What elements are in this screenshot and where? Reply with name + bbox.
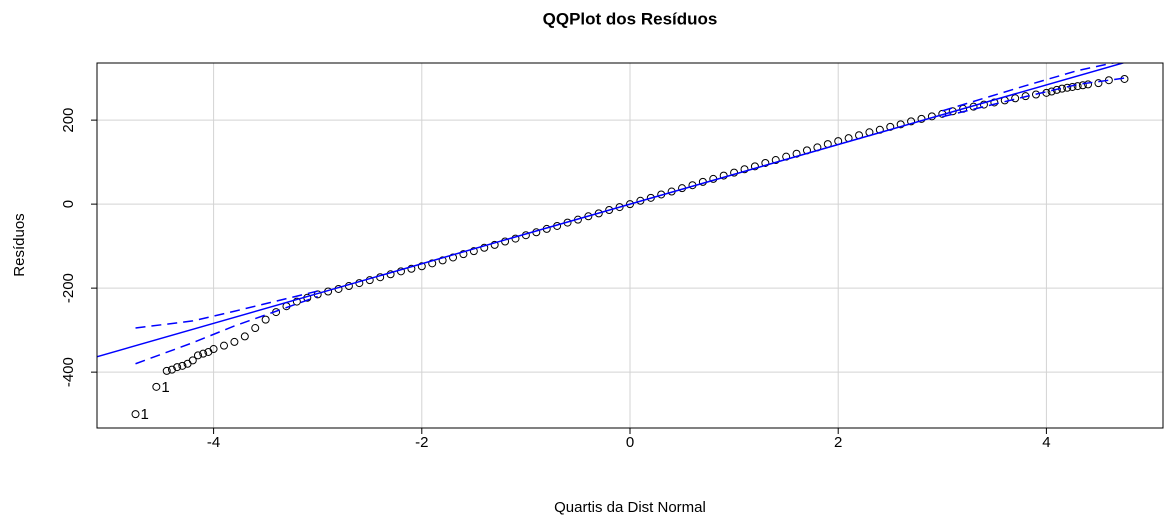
chart-title: QQPlot dos Resíduos — [543, 9, 718, 28]
data-point — [605, 206, 614, 215]
data-point — [761, 158, 770, 167]
data-point — [626, 200, 634, 209]
y-tick-label: -200 — [60, 273, 77, 303]
data-point — [199, 349, 208, 358]
axes: -4 -2 0 2 4 -400 -200 0 200 11 — [60, 108, 1051, 451]
data-point — [490, 240, 499, 249]
data-point — [480, 243, 489, 252]
data-point — [251, 324, 260, 333]
data-point — [449, 253, 458, 262]
data-point — [896, 120, 905, 129]
envelope-line — [135, 295, 318, 365]
data-point — [220, 341, 229, 350]
reference-line — [97, 63, 1126, 358]
x-tick-label: 2 — [834, 434, 842, 451]
data-point — [131, 410, 140, 419]
point-label: 1 — [161, 379, 169, 396]
data-point — [1084, 80, 1093, 89]
envelope-line — [942, 63, 1117, 112]
data-point — [417, 262, 426, 271]
data-point — [750, 162, 759, 171]
grid — [97, 63, 1163, 428]
x-tick-label: 0 — [626, 434, 634, 451]
data-point — [990, 98, 999, 107]
point-label: 1 — [141, 406, 149, 423]
x-axis-label: Quartis da Dist Normal — [554, 499, 706, 516]
y-tick-label: 200 — [60, 108, 77, 133]
data-point — [407, 264, 416, 273]
data-point — [1094, 79, 1103, 88]
data-point — [230, 337, 239, 346]
data-point — [193, 351, 202, 360]
y-tick-label: 0 — [60, 200, 77, 208]
data-point — [162, 366, 171, 375]
data-point — [907, 117, 916, 126]
data-point — [209, 345, 218, 354]
data-point — [240, 332, 249, 341]
plot-area — [97, 63, 1129, 419]
envelope-line — [942, 77, 1125, 118]
data-point — [173, 363, 182, 372]
y-axis-label: Resíduos — [11, 213, 28, 276]
data-point — [292, 297, 301, 306]
x-tick-label: -4 — [207, 434, 220, 451]
data-point — [1063, 83, 1072, 92]
data-point — [917, 114, 926, 123]
data-point — [469, 247, 478, 256]
data-point — [459, 250, 468, 259]
data-point — [1011, 94, 1020, 103]
data-point — [1031, 90, 1040, 99]
data-point — [1078, 81, 1087, 90]
data-point — [261, 315, 270, 324]
data-point — [438, 256, 447, 265]
data-point — [188, 356, 197, 365]
data-point — [740, 165, 749, 174]
envelope-line — [135, 290, 318, 329]
data-point — [1073, 82, 1082, 91]
data-point — [771, 156, 780, 165]
data-point — [167, 365, 176, 374]
x-tick-label: 4 — [1042, 434, 1050, 451]
data-point — [615, 203, 624, 212]
x-tick-label: -2 — [415, 434, 428, 451]
data-point — [152, 382, 161, 391]
data-point — [979, 100, 988, 109]
data-point — [792, 149, 801, 158]
data-point — [1047, 87, 1056, 96]
data-point — [178, 361, 187, 370]
y-tick-label: -400 — [60, 357, 77, 387]
data-point — [428, 259, 437, 268]
